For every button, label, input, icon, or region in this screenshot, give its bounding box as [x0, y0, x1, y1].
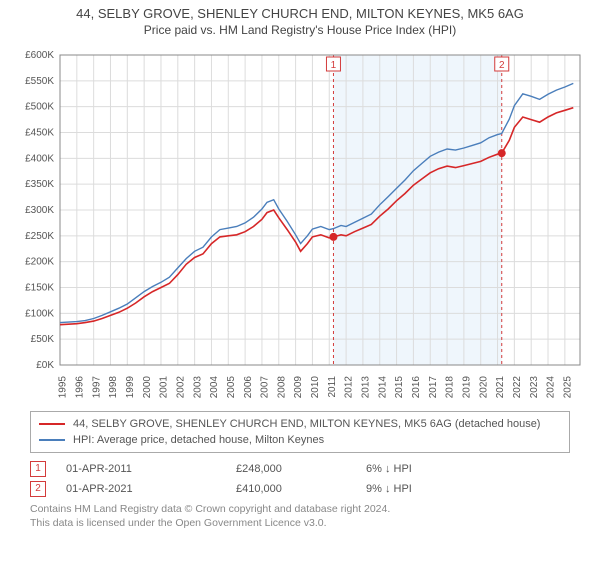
svg-text:2022: 2022	[512, 376, 523, 399]
chart-subtitle: Price paid vs. HM Land Registry's House …	[0, 23, 600, 37]
chart-svg: £0K £50K £100K £150K £200K £250K £300K £350K £40…	[10, 45, 590, 405]
svg-text:£200K: £200K	[25, 257, 54, 268]
svg-text:2011: 2011	[327, 376, 338, 398]
marker-date: 01-APR-2021	[66, 483, 236, 495]
marker-delta: 9% ↓ HPI	[366, 483, 486, 495]
svg-text:2017: 2017	[428, 376, 439, 399]
svg-text:2020: 2020	[478, 376, 489, 399]
svg-text:2019: 2019	[462, 376, 473, 399]
legend-swatch	[39, 423, 65, 425]
legend-row: 44, SELBY GROVE, SHENLEY CHURCH END, MIL…	[39, 416, 561, 432]
svg-text:2007: 2007	[260, 376, 271, 399]
markers-table: 1 01-APR-2011£248,0006% ↓ HPI 2 01-APR-2021…	[30, 459, 570, 499]
svg-text:1998: 1998	[108, 376, 119, 399]
marker-badge: 2	[30, 481, 46, 497]
svg-text:2: 2	[499, 60, 505, 71]
svg-text:1999: 1999	[125, 376, 136, 399]
footer-line: This data is licensed under the Open Gov…	[30, 517, 570, 531]
legend-row: HPI: Average price, detached house, Milt…	[39, 432, 561, 448]
svg-text:£50K: £50K	[31, 334, 55, 345]
svg-text:2003: 2003	[192, 376, 203, 399]
marker-price: £248,000	[236, 463, 366, 475]
svg-text:1996: 1996	[74, 376, 85, 399]
legend-label: HPI: Average price, detached house, Milt…	[73, 434, 324, 446]
svg-text:£250K: £250K	[25, 231, 54, 242]
svg-text:£550K: £550K	[25, 76, 54, 87]
svg-text:2021: 2021	[495, 376, 506, 399]
svg-text:£100K: £100K	[25, 308, 54, 319]
marker-delta: 6% ↓ HPI	[366, 463, 486, 475]
svg-text:2005: 2005	[226, 376, 237, 399]
svg-text:£500K: £500K	[25, 102, 54, 113]
svg-text:2006: 2006	[243, 376, 254, 399]
legend-box: 44, SELBY GROVE, SHENLEY CHURCH END, MIL…	[30, 411, 570, 453]
svg-text:2010: 2010	[310, 376, 321, 399]
svg-text:2025: 2025	[562, 376, 573, 399]
svg-text:£450K: £450K	[25, 128, 54, 139]
svg-text:2013: 2013	[361, 376, 372, 399]
svg-text:2000: 2000	[142, 376, 153, 399]
svg-text:2008: 2008	[276, 376, 287, 399]
marker-row: 2 01-APR-2021£410,0009% ↓ HPI	[30, 479, 570, 499]
svg-text:2014: 2014	[377, 376, 388, 399]
marker-date: 01-APR-2011	[66, 463, 236, 475]
svg-text:2004: 2004	[209, 376, 220, 399]
svg-text:£150K: £150K	[25, 283, 54, 294]
svg-text:2016: 2016	[411, 376, 422, 399]
svg-text:1995: 1995	[58, 376, 69, 399]
svg-text:2015: 2015	[394, 376, 405, 399]
svg-text:2024: 2024	[546, 376, 557, 399]
svg-text:£600K: £600K	[25, 50, 54, 61]
svg-text:2018: 2018	[445, 376, 456, 399]
marker-row: 1 01-APR-2011£248,0006% ↓ HPI	[30, 459, 570, 479]
footer: Contains HM Land Registry data © Crown c…	[30, 503, 570, 530]
svg-text:£400K: £400K	[25, 153, 54, 164]
legend-swatch	[39, 439, 65, 441]
svg-text:1: 1	[331, 60, 337, 71]
footer-line: Contains HM Land Registry data © Crown c…	[30, 503, 570, 517]
chart-title: 44, SELBY GROVE, SHENLEY CHURCH END, MIL…	[0, 6, 600, 21]
chart-container: £0K £50K £100K £150K £200K £250K £300K £350K £40…	[10, 45, 590, 405]
svg-text:£350K: £350K	[25, 179, 54, 190]
svg-text:1997: 1997	[91, 376, 102, 399]
svg-text:2002: 2002	[175, 376, 186, 399]
legend-label: 44, SELBY GROVE, SHENLEY CHURCH END, MIL…	[73, 418, 540, 430]
svg-text:£0K: £0K	[36, 360, 54, 371]
svg-text:2001: 2001	[159, 376, 170, 399]
marker-price: £410,000	[236, 483, 366, 495]
svg-text:2009: 2009	[293, 376, 304, 399]
marker-badge: 1	[30, 461, 46, 477]
svg-text:2023: 2023	[529, 376, 540, 399]
svg-text:£300K: £300K	[25, 205, 54, 216]
svg-text:2012: 2012	[344, 376, 355, 399]
